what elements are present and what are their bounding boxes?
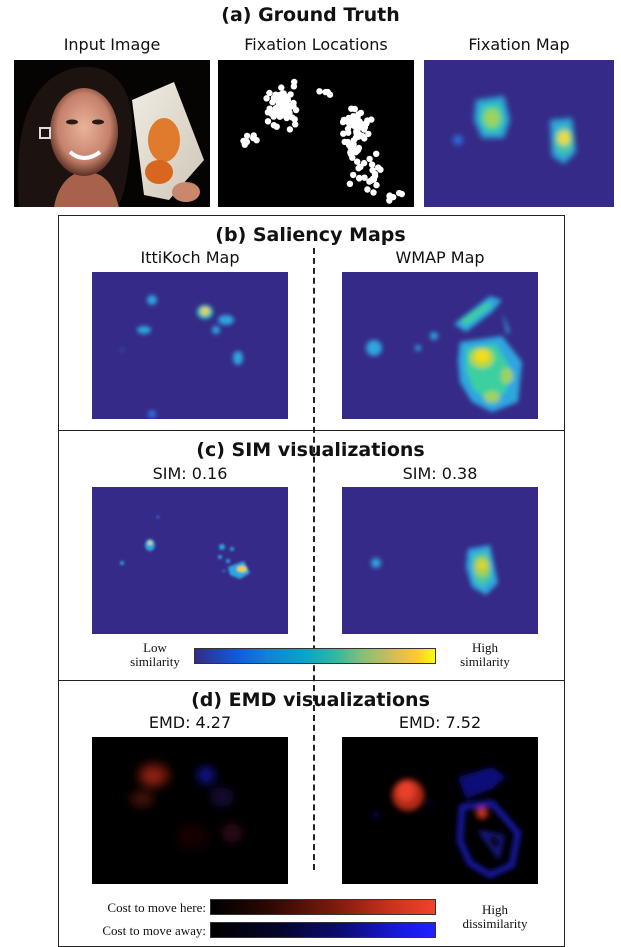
sim-high-label: High similarity	[440, 641, 530, 669]
section-b-title: (b) Saliency Maps	[215, 224, 406, 246]
fixation-locations-image	[218, 60, 414, 207]
fixation-dot	[371, 170, 379, 178]
fixation-dot	[286, 109, 293, 116]
fixation-dot	[340, 130, 347, 137]
fixation-dot	[349, 154, 356, 161]
fixation-dot	[286, 126, 294, 133]
emd-high-label-line2: dissimilarity	[462, 916, 528, 931]
fixation-dot	[373, 150, 380, 157]
fixation-dot	[316, 88, 323, 95]
fixation-dot	[344, 138, 351, 146]
sim-colorbar	[194, 648, 436, 664]
divider-cd	[58, 680, 565, 681]
fixation-dot	[324, 88, 331, 96]
fixation-dot	[283, 114, 290, 122]
fixation-locations-label: Fixation Locations	[244, 35, 388, 54]
ittikoch-label: IttiKoch Map	[140, 248, 240, 267]
fixation-dot	[346, 180, 354, 187]
section-c-title: (c) SIM visualizations	[196, 439, 425, 461]
sim-left-score: SIM: 0.16	[152, 464, 228, 483]
fixation-dot	[264, 118, 272, 125]
wmap-map	[342, 272, 538, 419]
fixation-dot	[355, 121, 362, 129]
fixation-dot	[348, 115, 356, 122]
emd-right-score: EMD: 7.52	[398, 713, 482, 732]
fixation-dot	[364, 117, 371, 124]
fixation-dot	[370, 189, 377, 196]
input-image	[14, 60, 210, 207]
fixation-dot	[366, 155, 373, 163]
fixation-dot	[270, 113, 277, 120]
fixation-dot	[386, 197, 393, 204]
emd-move-here-label: Cost to move here:	[107, 900, 206, 915]
emd-blue-colorbar	[210, 922, 436, 938]
fixation-dot	[269, 99, 276, 106]
fixation-dot	[250, 132, 257, 139]
fixation-dot	[276, 91, 283, 99]
fixation-dot	[278, 84, 285, 91]
fixation-dot	[352, 149, 359, 156]
ittikoch-map	[92, 272, 288, 419]
divider-bc	[58, 430, 565, 431]
fixation-dot	[398, 190, 405, 198]
section-a-title: (a) Ground Truth	[221, 4, 400, 26]
sim-right-score: SIM: 0.38	[402, 464, 478, 483]
fixation-dot	[373, 181, 380, 189]
fixation-dot	[266, 105, 273, 112]
divider-dashed-vertical	[313, 248, 315, 870]
fixation-dot	[354, 158, 361, 165]
fixation-map-label: Fixation Map	[468, 35, 570, 54]
fixation-dot	[291, 116, 298, 123]
fixation-dot	[365, 130, 372, 138]
emd-high-label: High dissimilarity	[440, 903, 550, 931]
sim-high-label-line2: similarity	[460, 654, 510, 669]
fixation-dot	[290, 99, 297, 107]
emd-move-away-label: Cost to move away:	[102, 923, 206, 938]
emd-left-score: EMD: 4.27	[148, 713, 232, 732]
sim-left-map	[92, 487, 288, 634]
sim-low-label-line1: Low	[143, 640, 167, 655]
fixation-dot	[290, 83, 298, 90]
fixation-dot	[361, 135, 368, 142]
fixation-dot	[377, 166, 384, 173]
fixation-dot	[356, 175, 363, 182]
sim-low-label-line2: similarity	[130, 654, 180, 669]
input-image-label: Input Image	[63, 35, 161, 54]
sim-high-label-line1: High	[472, 640, 498, 655]
sim-low-label: Low similarity	[120, 641, 190, 669]
wmap-label: WMAP Map	[395, 248, 485, 267]
fixation-dot	[364, 186, 371, 193]
emd-left-map	[92, 737, 288, 884]
emd-high-label-line1: High	[482, 902, 508, 917]
fixation-dot	[361, 174, 368, 181]
fixation-dot	[344, 125, 352, 133]
fixation-dot	[266, 89, 273, 97]
emd-right-map	[342, 737, 538, 884]
fixation-dot	[273, 123, 280, 130]
fixation-dot	[368, 161, 376, 168]
fixation-dot	[253, 137, 260, 144]
section-d-title: (d) EMD visualizations	[191, 689, 430, 711]
sim-right-map	[342, 487, 538, 634]
fixation-dot	[283, 101, 290, 108]
fixation-dot	[357, 109, 365, 117]
fixation-dot	[276, 105, 284, 113]
fixation-dot	[357, 163, 364, 170]
emd-red-colorbar	[210, 899, 436, 915]
fixation-dot	[351, 105, 358, 113]
fixation-dot	[240, 137, 247, 145]
fixation-dot	[263, 95, 270, 102]
fixation-dot	[350, 171, 357, 179]
fixation-dot	[292, 121, 299, 128]
fixation-dot	[355, 131, 363, 138]
fixation-dot	[347, 144, 354, 151]
fixation-map-image	[424, 60, 614, 207]
fixation-dot	[243, 132, 251, 140]
